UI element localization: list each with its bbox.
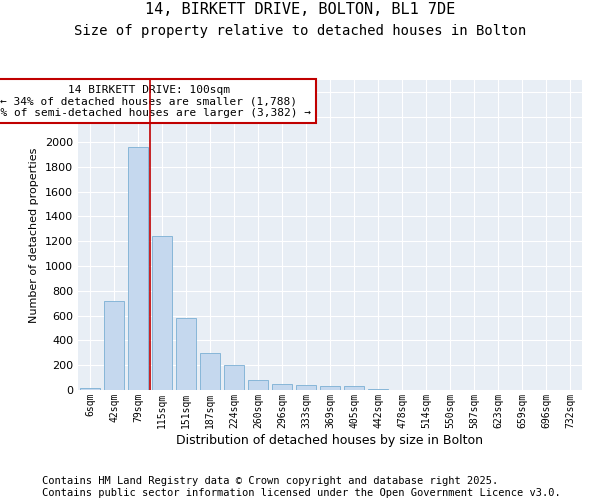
Bar xyxy=(200,353,220,390)
Bar xyxy=(248,380,268,390)
Bar xyxy=(296,385,316,390)
Y-axis label: Number of detached properties: Number of detached properties xyxy=(29,148,40,322)
Text: 14 BIRKETT DRIVE: 100sqm
← 34% of detached houses are smaller (1,788)
65% of sem: 14 BIRKETT DRIVE: 100sqm ← 34% of detach… xyxy=(0,84,311,118)
Bar xyxy=(104,300,124,390)
Bar xyxy=(224,365,244,390)
Bar xyxy=(344,386,364,390)
Bar xyxy=(152,236,172,390)
X-axis label: Distribution of detached houses by size in Bolton: Distribution of detached houses by size … xyxy=(176,434,484,446)
Bar xyxy=(80,388,100,390)
Bar xyxy=(272,384,292,390)
Text: Contains HM Land Registry data © Crown copyright and database right 2025.
Contai: Contains HM Land Registry data © Crown c… xyxy=(42,476,561,498)
Bar xyxy=(176,318,196,390)
Bar xyxy=(320,386,340,390)
Bar xyxy=(128,147,148,390)
Text: 14, BIRKETT DRIVE, BOLTON, BL1 7DE: 14, BIRKETT DRIVE, BOLTON, BL1 7DE xyxy=(145,2,455,18)
Text: Size of property relative to detached houses in Bolton: Size of property relative to detached ho… xyxy=(74,24,526,38)
